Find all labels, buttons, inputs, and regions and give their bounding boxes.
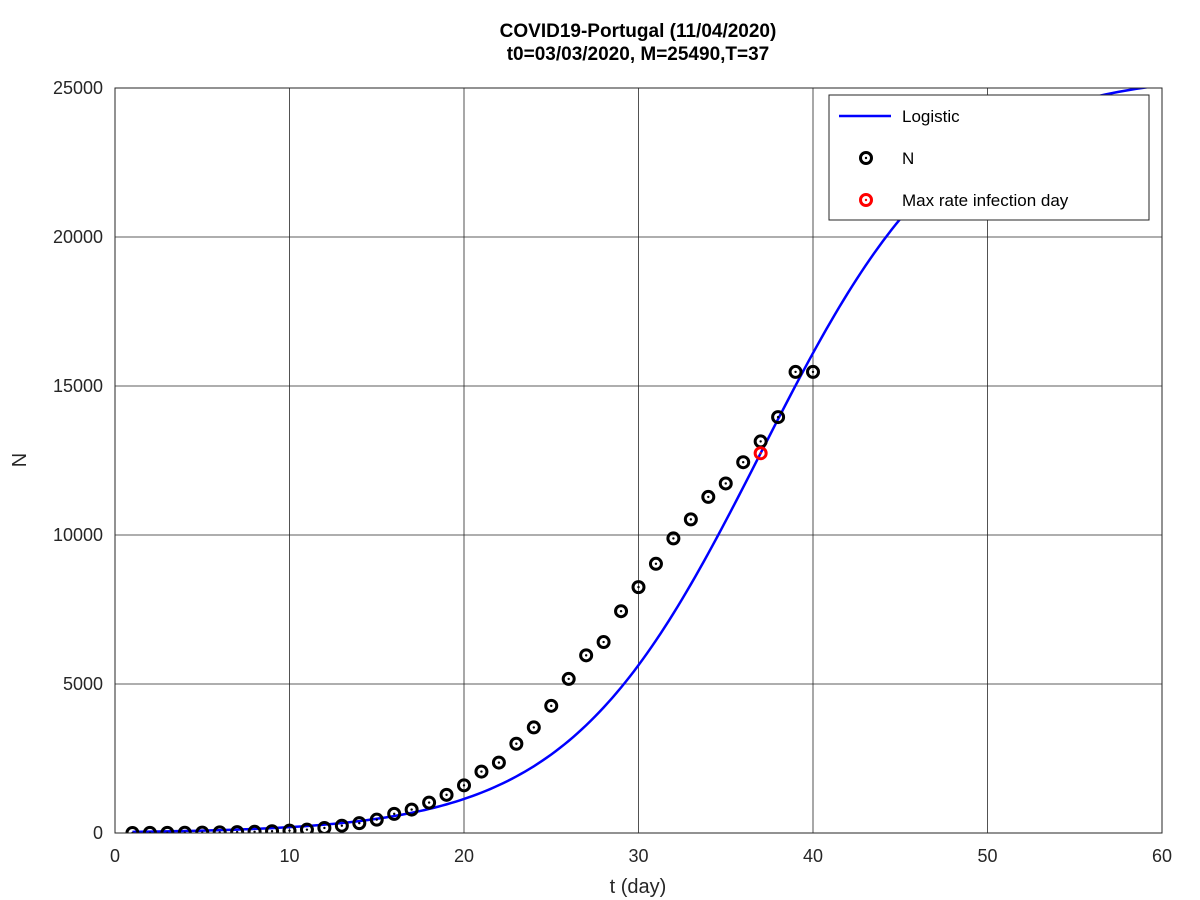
data-point-center xyxy=(270,830,274,833)
y-axis-label: N xyxy=(9,453,31,467)
data-point xyxy=(683,512,698,527)
data-point-center xyxy=(724,482,727,485)
x-tick-label: 40 xyxy=(803,846,823,866)
data-point-center xyxy=(550,704,553,708)
data-point-center xyxy=(323,826,326,830)
data-point-center xyxy=(305,828,309,831)
y-tick-label: 5000 xyxy=(63,674,103,694)
x-tick-label: 0 xyxy=(110,846,120,866)
data-point-center xyxy=(811,370,815,374)
data-point-center xyxy=(288,829,291,832)
data-point xyxy=(369,812,384,827)
legend-marker-center xyxy=(864,156,868,160)
x-axis-label: t (day) xyxy=(610,876,667,898)
data-point-center xyxy=(375,818,378,821)
data-point xyxy=(282,823,297,833)
data-point-center xyxy=(253,830,256,833)
data-point xyxy=(422,795,437,810)
data-point-center xyxy=(515,742,518,745)
data-point xyxy=(404,802,419,817)
data-point xyxy=(596,635,611,650)
data-point xyxy=(806,364,820,379)
data-point xyxy=(666,531,681,546)
y-tick-label: 10000 xyxy=(53,525,103,545)
data-point xyxy=(457,778,471,793)
data-point xyxy=(230,825,245,833)
data-point-center xyxy=(462,784,466,787)
data-point xyxy=(247,824,262,833)
data-point-center xyxy=(235,830,239,833)
data-point xyxy=(753,446,768,461)
data-point-center xyxy=(654,562,658,565)
data-point-center xyxy=(776,415,780,419)
x-tick-label: 30 xyxy=(628,846,648,866)
data-point-center xyxy=(584,654,588,657)
data-point-center xyxy=(794,370,797,374)
data-point xyxy=(474,764,489,779)
legend: Logistic N Max rate infection day xyxy=(828,94,1150,221)
legend-entry-label: N xyxy=(902,149,914,168)
data-point-center xyxy=(358,821,361,825)
legend-entry-label: Logistic xyxy=(902,107,960,126)
data-point-center xyxy=(689,518,693,521)
data-point-center xyxy=(637,585,640,589)
y-tick-label: 20000 xyxy=(53,227,103,247)
data-point-center xyxy=(427,801,431,804)
data-point xyxy=(439,787,454,802)
chart-subtitle: t0=03/03/2020, M=25490,T=37 xyxy=(507,44,770,65)
data-point-center xyxy=(759,440,762,443)
data-point xyxy=(544,698,559,713)
data-point xyxy=(561,671,576,686)
legend-marker-center xyxy=(864,198,868,202)
data-point xyxy=(352,816,367,831)
data-point-center xyxy=(672,537,675,540)
data-point xyxy=(788,364,803,379)
data-point xyxy=(648,556,663,571)
y-tick-label: 0 xyxy=(93,823,103,843)
data-point xyxy=(736,455,751,470)
data-point xyxy=(631,580,646,595)
data-point-center xyxy=(410,808,413,811)
data-point xyxy=(265,824,280,833)
x-tick-label: 60 xyxy=(1152,846,1172,866)
y-tick-label: 15000 xyxy=(53,376,103,396)
data-point xyxy=(299,822,314,833)
data-point xyxy=(579,648,594,663)
chart-title-group: COVID19-Portugal (11/04/2020) t0=03/03/2… xyxy=(500,21,777,65)
x-tick-label: 10 xyxy=(279,846,299,866)
data-point-center xyxy=(602,640,605,644)
data-point-center xyxy=(497,761,501,764)
data-point-center xyxy=(567,677,570,681)
data-point xyxy=(212,825,227,833)
data-point xyxy=(614,604,629,619)
data-point-center xyxy=(532,726,535,729)
data-point xyxy=(771,410,786,425)
data-point xyxy=(526,720,541,735)
data-point-center xyxy=(759,451,762,455)
data-point-center xyxy=(340,824,344,827)
data-point xyxy=(334,818,349,833)
data-point-center xyxy=(707,495,710,499)
axes-box xyxy=(114,87,1163,834)
legend-marker-swatch xyxy=(859,193,873,207)
data-point xyxy=(718,476,733,491)
y-tick-label: 25000 xyxy=(53,78,103,98)
data-point-center xyxy=(619,609,623,613)
chart-title: COVID19-Portugal (11/04/2020) xyxy=(500,21,777,42)
data-point xyxy=(701,489,716,504)
data-point-center xyxy=(742,461,745,464)
data-point-center xyxy=(445,793,448,797)
data-point xyxy=(491,755,506,770)
legend-entry-label: Max rate infection day xyxy=(902,191,1069,210)
x-tick-label: 50 xyxy=(977,846,997,866)
x-tick-label: 20 xyxy=(454,846,474,866)
data-point xyxy=(317,820,332,833)
axes: 0 10 20 30 40 50 60 0 5000 10000 15000 20000 25000 xyxy=(53,78,1172,866)
data-point-center xyxy=(393,812,396,816)
legend-marker-swatch xyxy=(859,151,873,165)
data-point-center xyxy=(480,770,483,773)
data-point xyxy=(509,736,524,751)
data-point xyxy=(387,806,402,821)
